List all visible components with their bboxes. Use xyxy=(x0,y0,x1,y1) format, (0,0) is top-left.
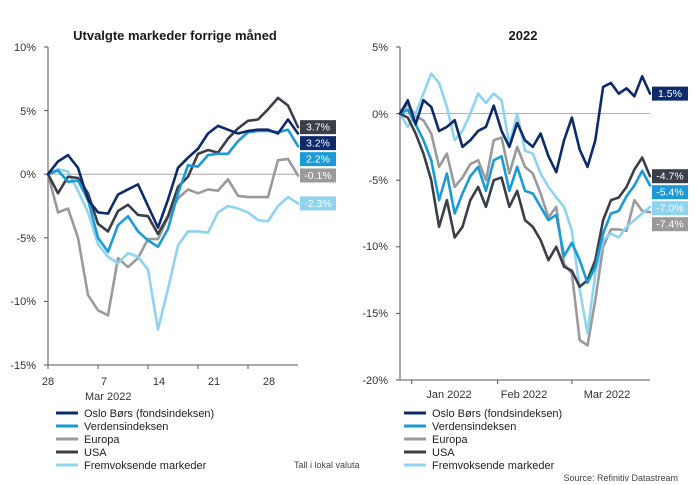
legend-label: Europa xyxy=(432,434,468,446)
left-y-tick-label: -10% xyxy=(10,296,36,308)
series-line-oslo-b-rs-fondsindeksen xyxy=(398,75,652,174)
end-value-tag-bg xyxy=(652,169,688,184)
right-y-tick-label: -20% xyxy=(362,375,388,387)
right-x-tick-label: Jan 2022 xyxy=(426,389,471,401)
right-plot-area: 1.5% -4.7% -5.4% -7.0% -7.4% xyxy=(396,46,688,384)
legend-label: Fremvoksende markeder xyxy=(432,460,555,472)
end-value-tag-bg xyxy=(300,196,336,211)
note-source: Source: Refinitiv Datastream xyxy=(563,473,678,483)
right-y-tick-label: 5% xyxy=(372,42,388,54)
right-x-tick-labels: Jan 2022 Feb 2022 Mar 2022 xyxy=(426,389,630,401)
right-y-tick-label: 0% xyxy=(372,109,388,121)
end-value-tag-bg xyxy=(652,217,688,232)
end-value-label: -5.4% xyxy=(656,187,683,199)
end-value-tag-bg xyxy=(300,120,336,135)
end-value-tag: -5.4% xyxy=(652,185,688,200)
legend-label: Oslo Børs (fondsindeksen) xyxy=(432,408,562,420)
end-value-label: 1.5% xyxy=(658,88,682,100)
series-line-verdensindeksen xyxy=(398,108,652,285)
left-x-tick-label: 14 xyxy=(153,376,165,388)
left-x-tick-labels: 28 7 14 21 28 Mar 2022 xyxy=(42,376,275,403)
end-value-tag: 2.2% xyxy=(300,152,336,167)
end-value-label: 2.2% xyxy=(306,154,330,166)
left-x-tick-label: 28 xyxy=(42,376,54,388)
left-x-sublabel: Mar 2022 xyxy=(85,391,131,403)
left-y-tick-label: 5% xyxy=(20,106,36,118)
end-value-tag: 3.2% xyxy=(300,136,336,151)
end-value-tag-bg xyxy=(652,201,688,216)
right-x-tick-label: Mar 2022 xyxy=(584,389,630,401)
left-chart: Utvalgte markeder forrige måned 10% 5% 0… xyxy=(10,28,277,403)
legend-label: Oslo Børs (fondsindeksen) xyxy=(84,408,214,420)
end-value-label: -2.3% xyxy=(304,198,331,210)
end-value-tag-bg xyxy=(300,152,336,167)
right-y-tick-label: -10% xyxy=(362,241,388,253)
end-value-label: -0.1% xyxy=(304,170,331,182)
series-line-oslo-b-rs-fondsindeksen xyxy=(46,118,300,229)
left-y-tick-label: -15% xyxy=(10,360,36,372)
end-value-tag-bg xyxy=(652,86,688,101)
legend-label: Verdensindeksen xyxy=(432,421,516,433)
left-plot-area: 3.7% 3.2% 2.2% -0.1% -2.3% xyxy=(44,46,336,369)
end-value-tag: -7.0% xyxy=(652,201,688,216)
left-x-tick-label: 28 xyxy=(263,376,275,388)
series-line-fremvoksende-markeder xyxy=(398,72,652,335)
right-y-tick-labels: 5% 0% -5% -10% -15% -20% xyxy=(362,42,388,387)
left-y-tick-label: 10% xyxy=(14,42,36,54)
end-value-tag-bg xyxy=(652,185,688,200)
right-legend: Oslo Børs (fondsindeksen) Verdensindekse… xyxy=(404,408,678,483)
left-x-tick-label: 7 xyxy=(101,376,107,388)
left-x-tick-label: 21 xyxy=(208,376,220,388)
end-value-label: -7.0% xyxy=(656,203,683,215)
end-value-tag: -7.4% xyxy=(652,217,688,232)
left-y-tick-label: 0% xyxy=(20,169,36,181)
right-y-tick-label: -15% xyxy=(362,308,388,320)
end-value-tag-bg xyxy=(300,168,336,183)
legend-label: Fremvoksende markeder xyxy=(84,460,207,472)
legend-label: USA xyxy=(432,447,455,459)
legend-label: Europa xyxy=(84,434,120,446)
right-x-tick-label: Feb 2022 xyxy=(501,389,547,401)
series-line-usa xyxy=(398,112,652,289)
left-y-tick-labels: 10% 5% 0% -5% -10% -15% xyxy=(10,42,36,372)
legend-label: Verdensindeksen xyxy=(84,421,168,433)
end-value-label: -7.4% xyxy=(656,219,683,231)
end-value-label: -4.7% xyxy=(656,171,683,183)
end-value-tag: -4.7% xyxy=(652,169,688,184)
left-y-tick-label: -5% xyxy=(16,233,36,245)
series-line-usa xyxy=(46,96,300,236)
right-y-tick-label: -5% xyxy=(368,175,388,187)
series-line-fremvoksende-markeder xyxy=(46,167,300,331)
end-value-tag-bg xyxy=(300,136,336,151)
end-value-label: 3.2% xyxy=(306,138,330,150)
note-local-currency: Tall i lokal valuta xyxy=(294,460,360,470)
end-value-tag: 3.7% xyxy=(300,120,336,135)
right-chart-title: 2022 xyxy=(509,28,538,43)
end-value-tag: 1.5% xyxy=(652,86,688,101)
legend-label: USA xyxy=(84,447,107,459)
left-legend: Oslo Børs (fondsindeksen) Verdensindekse… xyxy=(56,408,360,472)
end-value-label: 3.7% xyxy=(306,122,330,134)
end-value-tag: -0.1% xyxy=(300,168,336,183)
right-chart: 2022 5% 0% -5% -10% -15% -20% Jan 2022 F… xyxy=(362,28,630,401)
left-chart-title: Utvalgte markeder forrige måned xyxy=(73,28,277,43)
end-value-tag: -2.3% xyxy=(300,196,336,211)
